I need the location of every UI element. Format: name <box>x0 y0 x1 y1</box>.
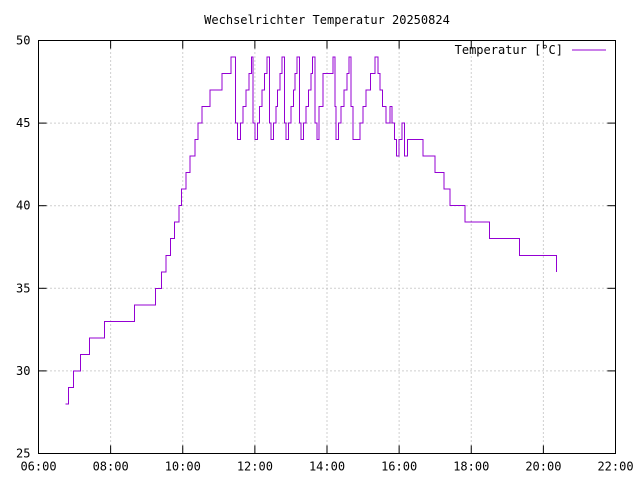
y-tick-label: 40 <box>16 199 30 213</box>
legend: Temperatur [°C] <box>455 43 606 57</box>
chart-title: Wechselrichter Temperatur 20250824 <box>204 13 450 27</box>
y-axis: 25 30 35 40 45 50 <box>16 34 616 461</box>
x-axis: 06:00 08:00 10:00 12:00 14:00 16:00 18:00 20:00… <box>20 40 634 474</box>
y-tick-label: 50 <box>16 34 30 48</box>
x-tick-label: 18:00 <box>453 460 489 474</box>
x-tick-label: 22:00 <box>597 460 633 474</box>
y-tick-label: 45 <box>16 116 30 130</box>
x-tick-label: 14:00 <box>309 460 345 474</box>
y-tick-label: 30 <box>16 364 30 378</box>
x-tick-label: 08:00 <box>93 460 129 474</box>
grid-lines <box>38 40 616 454</box>
x-tick-label: 12:00 <box>237 460 273 474</box>
series-layer <box>65 56 558 405</box>
x-tick-label: 06:00 <box>20 460 56 474</box>
y-tick-label: 25 <box>16 447 30 461</box>
x-tick-label: 10:00 <box>165 460 201 474</box>
x-tick-label: 20:00 <box>525 460 561 474</box>
y-tick-label: 35 <box>16 281 30 295</box>
legend-label: Temperatur [°C] <box>455 43 563 57</box>
x-tick-label: 16:00 <box>381 460 417 474</box>
plot-frame <box>38 40 616 454</box>
series-line <box>65 56 558 405</box>
